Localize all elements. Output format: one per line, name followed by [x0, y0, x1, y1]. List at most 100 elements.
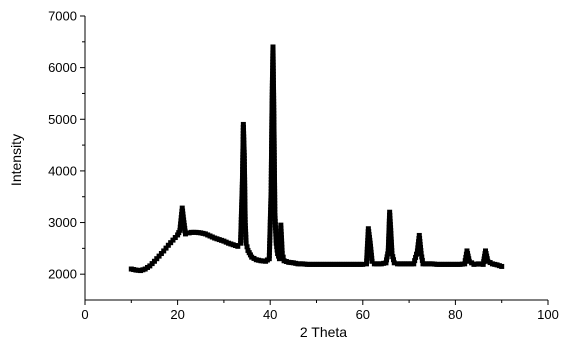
x-tick-label: 60 [356, 307, 370, 322]
data-point-marker [271, 143, 277, 149]
data-point-marker [151, 258, 157, 264]
y-tick-label: 3000 [48, 215, 77, 230]
data-point-marker [271, 98, 277, 104]
data-point-marker [483, 248, 488, 254]
data-point-marker [465, 251, 471, 257]
data-point-marker [267, 219, 273, 225]
data-point-marker [238, 225, 244, 231]
data-point-marker [369, 258, 375, 264]
data-point-marker [241, 152, 247, 158]
data-point-marker [270, 80, 276, 86]
y-tick-label: 2000 [48, 267, 77, 282]
y-axis-title: Intensity [8, 134, 24, 186]
data-point-marker [267, 243, 273, 249]
data-point-marker [272, 176, 277, 182]
data-point-marker [267, 234, 273, 240]
data-point-marker [268, 192, 274, 198]
data-point-marker [268, 201, 274, 207]
data-point-marker [240, 121, 246, 127]
data-point-marker [386, 236, 392, 242]
data-point-marker [366, 234, 372, 240]
data-point-marker [271, 161, 277, 167]
data-point-marker [389, 248, 395, 254]
data-point-marker [465, 253, 471, 259]
data-point-marker [238, 217, 244, 223]
data-point-marker [268, 173, 274, 179]
data-point-marker [180, 208, 186, 214]
data-point-marker [389, 242, 395, 248]
data-point-marker [271, 86, 277, 92]
data-point-marker [276, 256, 282, 262]
data-point-marker [387, 222, 393, 228]
data-point-marker [242, 213, 248, 219]
data-point-marker [241, 155, 247, 161]
data-point-marker [389, 251, 395, 257]
data-point-marker [168, 240, 174, 246]
y-tick-label: 6000 [48, 60, 77, 75]
data-point-marker [271, 173, 277, 179]
data-point-marker [272, 197, 278, 203]
data-point-marker [462, 261, 468, 267]
data-point-marker [418, 248, 424, 254]
data-point-marker [243, 231, 249, 237]
data-point-marker [272, 191, 278, 197]
data-point-marker [268, 183, 274, 189]
data-point-marker [243, 240, 249, 246]
data-point-marker [272, 203, 278, 209]
y-axis-ticks: 2000 3000 4000 5000 6000 7000 [48, 9, 85, 282]
data-point-marker [388, 225, 394, 231]
data-point-marker [271, 107, 277, 113]
data-point-marker [484, 253, 490, 259]
data-point-marker [385, 245, 391, 251]
data-point-marker [271, 104, 277, 110]
data-point-marker [182, 228, 188, 234]
data-point-marker [364, 246, 370, 252]
data-point-marker [418, 245, 424, 250]
data-point-marker [271, 152, 277, 158]
data-point-marker [268, 179, 274, 185]
data-point-marker [242, 180, 248, 186]
data-point-marker [172, 235, 178, 241]
data-point-marker [271, 119, 277, 125]
data-point-marker [272, 188, 278, 194]
data-point-marker [241, 131, 247, 137]
data-point-marker [241, 165, 247, 171]
data-point-marker [364, 249, 370, 255]
data-point-marker [242, 183, 248, 189]
data-point-marker [238, 231, 244, 237]
data-point-marker [388, 239, 394, 245]
data-point-marker [271, 164, 277, 170]
data-point-marker [499, 263, 505, 269]
data-point-marker [270, 53, 276, 59]
data-point-marker [267, 228, 273, 234]
data-point-marker [239, 190, 245, 196]
data-point-marker [241, 137, 247, 143]
data-point-marker [272, 206, 278, 212]
data-point-marker [242, 223, 248, 228]
data-point-marker [273, 231, 279, 237]
data-point-marker [271, 113, 277, 119]
data-point-marker [416, 232, 422, 238]
data-point-marker [272, 219, 278, 225]
data-point-marker [267, 222, 273, 228]
data-point-marker [269, 143, 275, 149]
data-point-marker [271, 110, 277, 116]
data-point-marker [238, 237, 244, 243]
data-point-marker [238, 220, 244, 226]
data-point-marker [242, 195, 248, 201]
data-point-marker [368, 246, 374, 252]
data-point-marker [412, 258, 418, 264]
data-point-marker [271, 140, 277, 146]
data-point-marker [279, 241, 285, 247]
data-point-marker [280, 254, 286, 260]
data-point-marker [267, 231, 273, 237]
data-point-marker [272, 200, 278, 206]
data-point-marker [268, 161, 274, 167]
data-point-marker [161, 248, 167, 254]
data-point-marker [241, 149, 247, 155]
x-axis-title: 2 Theta [300, 324, 347, 340]
data-point-marker [388, 230, 394, 236]
data-point-marker [365, 226, 371, 232]
data-point-marker [181, 223, 187, 229]
data-point-marker [270, 74, 276, 80]
